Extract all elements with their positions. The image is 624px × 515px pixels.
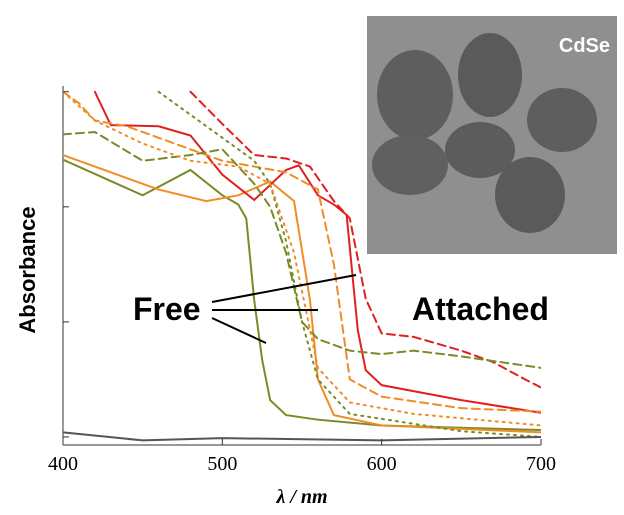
annotation: Attached bbox=[412, 291, 549, 327]
x-axis-label: λ / nm bbox=[275, 486, 327, 508]
y-axis-label: Absorbance bbox=[15, 206, 40, 333]
pointer-lines bbox=[211, 274, 357, 344]
spectrum-line bbox=[63, 154, 541, 434]
spectrum-line bbox=[63, 131, 541, 369]
spectrum-line bbox=[93, 90, 541, 414]
spectrum-line bbox=[63, 90, 541, 413]
inset-image: CdSe bbox=[367, 16, 617, 254]
x-tick-label: 500 bbox=[207, 453, 237, 475]
annotation: CdSe bbox=[559, 35, 610, 57]
x-tick-label: 600 bbox=[367, 453, 397, 475]
annotation: Free bbox=[133, 291, 201, 327]
x-tick-label: 700 bbox=[526, 453, 556, 475]
spectrum-line bbox=[157, 90, 541, 438]
x-tick-label: 400 bbox=[48, 453, 78, 475]
spectrum-line bbox=[63, 431, 541, 442]
spectrum-line bbox=[63, 158, 541, 432]
spectrum-line bbox=[63, 90, 541, 427]
